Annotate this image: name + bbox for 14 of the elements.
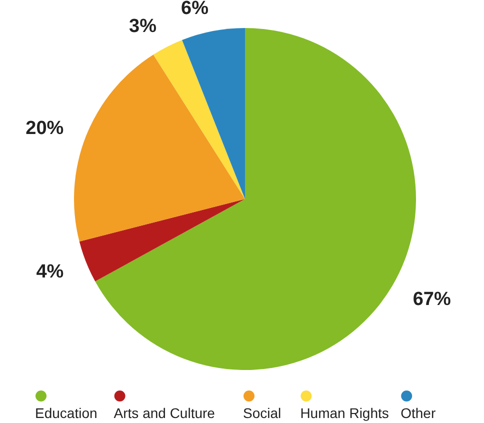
legend-label: Arts and Culture	[114, 405, 216, 421]
pie-slice	[74, 54, 245, 242]
pie-slice	[153, 40, 245, 199]
data-label: 6%	[180, 0, 209, 20]
pie-slice	[182, 28, 245, 199]
legend-label: Other	[400, 405, 436, 421]
legend-label: Human Rights	[300, 405, 389, 421]
pie-slice	[79, 199, 245, 282]
data-label: 3%	[129, 16, 157, 37]
legend-label: Education	[35, 405, 98, 421]
data-label: 4%	[36, 261, 64, 282]
data-label: 67%	[412, 288, 451, 310]
legend-label: Social	[243, 405, 282, 421]
data-label: 20%	[26, 118, 64, 139]
